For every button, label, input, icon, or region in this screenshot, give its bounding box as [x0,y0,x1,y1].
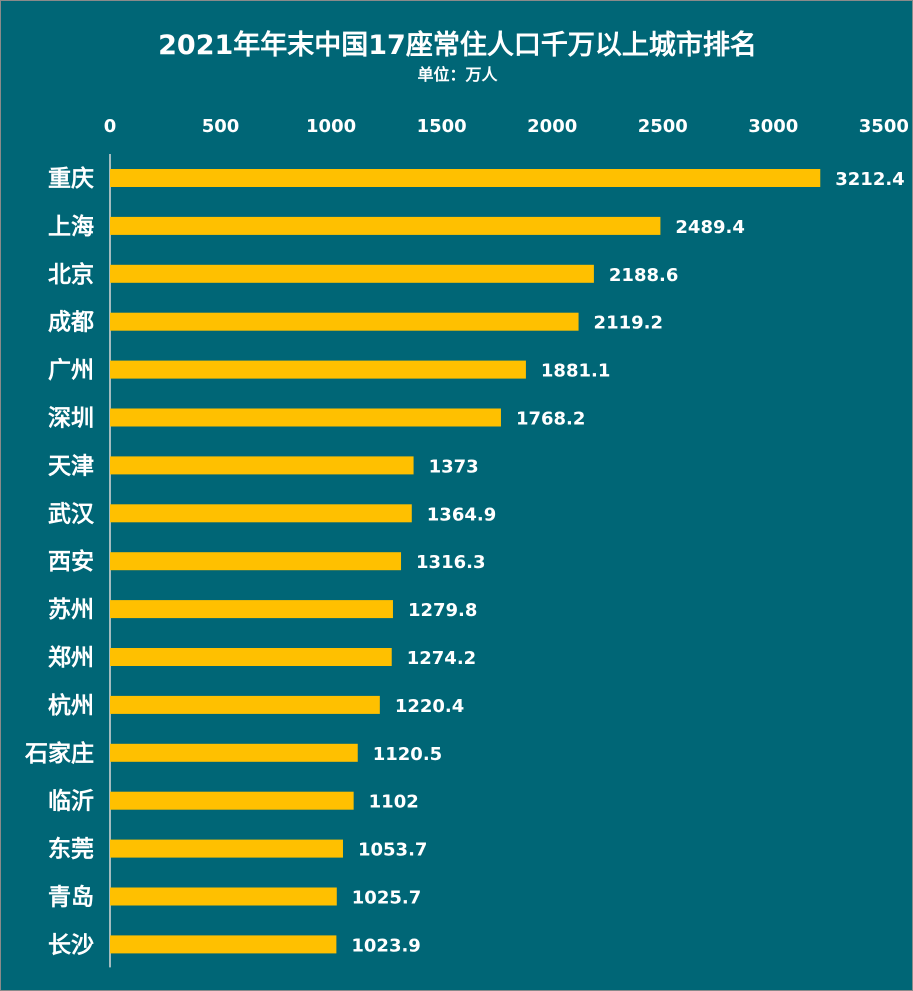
value-label: 2119.2 [594,313,663,334]
category-label: 苏州 [48,597,94,623]
bar [110,600,393,619]
bar [110,312,579,331]
category-label: 青岛 [48,884,94,911]
value-label: 1768.2 [516,409,585,430]
bar [110,695,380,714]
x-tick-label: 1000 [306,116,356,137]
chart-title: 2021年年末中国17座常住人口千万以上城市排名 [158,30,757,61]
x-tick-label: 0 [104,116,117,137]
bar [110,408,501,427]
value-label: 1364.9 [427,504,496,525]
bar [110,456,414,475]
chart-subtitle: 单位：万人 [417,65,498,84]
category-label: 武汉 [48,501,95,527]
bar [110,504,412,523]
bar [110,552,402,571]
category-label: 石家庄 [24,740,94,767]
value-label: 1053.7 [358,840,427,861]
value-label: 1023.9 [351,935,420,956]
value-label: 2188.6 [609,265,678,286]
x-tick-label: 500 [202,116,240,137]
bar [110,791,354,810]
value-label: 1102 [369,792,419,813]
category-label: 北京 [48,261,94,288]
category-label: 临沂 [48,788,94,815]
category-label: 上海 [48,213,94,240]
bar [110,264,594,283]
x-tick-label: 3500 [859,116,909,137]
value-label: 1279.8 [408,600,477,621]
bar [110,935,337,954]
category-label: 广州 [48,357,94,384]
bar [110,648,392,666]
category-label: 重庆 [48,165,94,192]
category-label: 长沙 [48,932,94,958]
value-label: 1373 [429,456,479,477]
x-tick-label: 2500 [638,116,688,137]
category-label: 东莞 [48,836,94,863]
bar [110,169,821,187]
bar [110,360,526,379]
category-label: 郑州 [48,645,94,671]
value-label: 1881.1 [541,361,610,382]
category-label: 杭州 [48,692,94,719]
value-label: 1316.3 [416,552,485,573]
x-tick-label: 1500 [417,116,467,137]
category-label: 天津 [48,452,94,479]
value-label: 1120.5 [373,744,442,765]
category-label: 西安 [48,548,94,575]
value-label: 2489.4 [675,217,744,238]
bar [110,216,661,235]
x-tick-label: 2000 [527,116,577,137]
x-tick-label: 3000 [748,116,798,137]
value-label: 3212.4 [835,169,904,190]
category-label: 成都 [48,310,94,336]
bar [110,839,343,858]
bar [110,887,337,906]
category-label: 深圳 [48,406,94,432]
value-label: 1025.7 [352,888,421,909]
value-label: 1220.4 [395,696,464,717]
value-label: 1274.2 [407,648,476,669]
bar [110,743,358,762]
